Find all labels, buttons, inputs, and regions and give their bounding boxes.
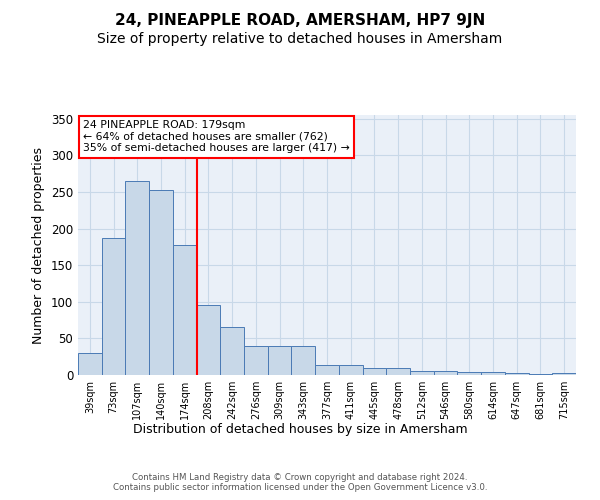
Bar — [529, 374, 552, 375]
Bar — [481, 372, 505, 375]
Text: 24, PINEAPPLE ROAD, AMERSHAM, HP7 9JN: 24, PINEAPPLE ROAD, AMERSHAM, HP7 9JN — [115, 12, 485, 28]
Bar — [434, 372, 457, 375]
Bar — [362, 368, 386, 375]
Bar — [102, 238, 125, 375]
Bar — [78, 353, 102, 375]
Bar — [244, 346, 268, 375]
Text: Distribution of detached houses by size in Amersham: Distribution of detached houses by size … — [133, 422, 467, 436]
Bar — [386, 368, 410, 375]
Bar — [410, 370, 434, 375]
Bar — [197, 306, 220, 375]
Bar — [125, 181, 149, 375]
Bar — [292, 346, 315, 375]
Bar — [149, 190, 173, 375]
Bar — [268, 346, 292, 375]
Bar — [173, 244, 197, 375]
Bar — [220, 328, 244, 375]
Text: 24 PINEAPPLE ROAD: 179sqm
← 64% of detached houses are smaller (762)
35% of semi: 24 PINEAPPLE ROAD: 179sqm ← 64% of detac… — [83, 120, 350, 154]
Bar — [457, 372, 481, 375]
Bar — [315, 366, 339, 375]
Y-axis label: Number of detached properties: Number of detached properties — [32, 146, 46, 344]
Text: Contains HM Land Registry data © Crown copyright and database right 2024.
Contai: Contains HM Land Registry data © Crown c… — [113, 472, 487, 492]
Bar — [339, 366, 362, 375]
Bar — [505, 373, 529, 375]
Bar — [552, 373, 576, 375]
Text: Size of property relative to detached houses in Amersham: Size of property relative to detached ho… — [97, 32, 503, 46]
